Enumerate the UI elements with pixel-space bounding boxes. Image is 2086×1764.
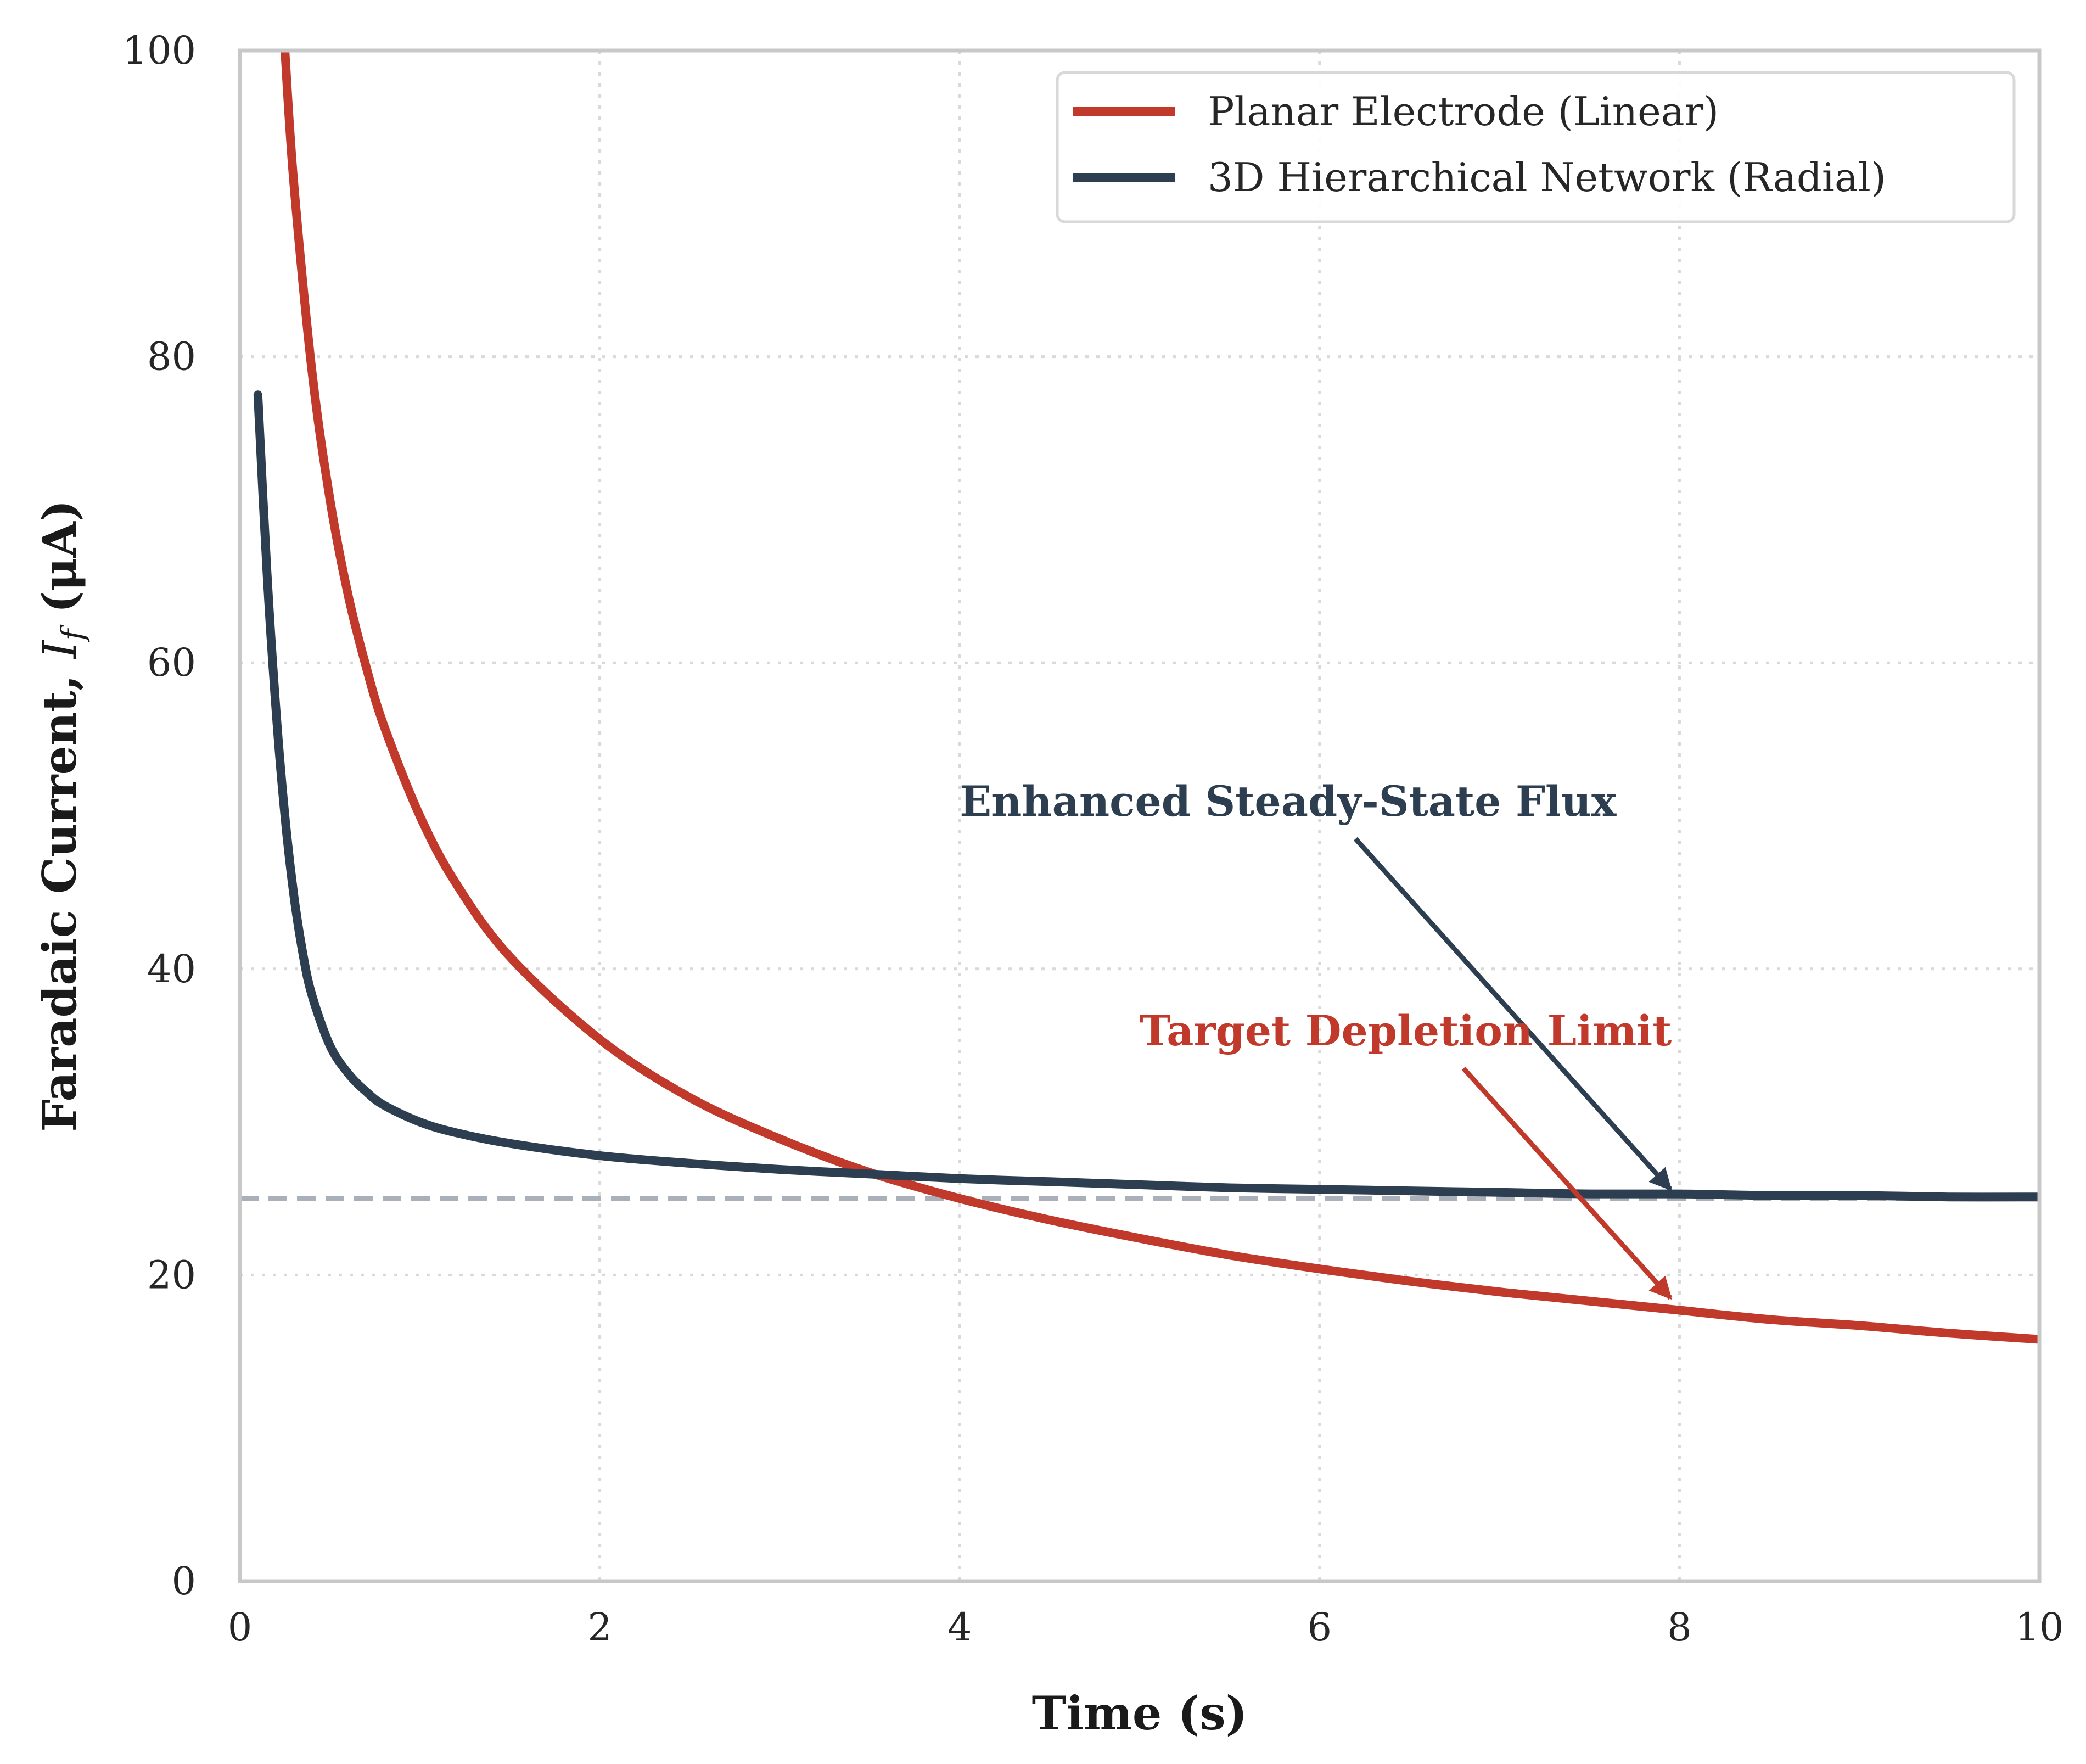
legend: Planar Electrode (Linear) 3D Hierarchica… — [1056, 71, 2016, 223]
series-line-planar-electrode — [281, 51, 2039, 1344]
x-tick-labels: 0 2 4 6 8 10 — [228, 1605, 2064, 1650]
x-tick-label-2: 4 — [947, 1605, 972, 1650]
annotation-steady-state-flux: Enhanced Steady-State Flux — [960, 777, 1617, 826]
legend-box — [1056, 71, 2016, 223]
x-tick-label-4: 8 — [1667, 1605, 1692, 1650]
x-tick-label-0: 0 — [228, 1605, 253, 1650]
y-tick-label-4: 80 — [147, 334, 196, 379]
y-tick-label-0: 0 — [171, 1559, 196, 1604]
y-tick-label-1: 20 — [147, 1252, 196, 1297]
annotation-arrow-depletion — [1461, 1067, 1673, 1300]
y-tick-label-3: 60 — [147, 640, 196, 685]
annotation-arrow-steady-state — [1354, 837, 1673, 1191]
x-tick-label-1: 2 — [587, 1605, 612, 1650]
x-tick-label-5: 10 — [2015, 1605, 2063, 1650]
y-tick-label-5: 100 — [122, 28, 196, 73]
legend-label-planar-electrode: Planar Electrode (Linear) — [1208, 88, 1719, 135]
annotations: Enhanced Steady-State Flux Target Deplet… — [960, 777, 1673, 1300]
series-line-3d-hierarchical-network — [253, 390, 2039, 1202]
plot-frame — [238, 48, 2042, 1583]
annotation-target-depletion-limit: Target Depletion Limit — [1140, 1006, 1672, 1055]
y-tick-labels: 0 20 40 60 80 100 — [122, 28, 196, 1604]
x-tick-label-3: 6 — [1308, 1605, 1332, 1650]
legend-label-3d-hierarchical-network: 3D Hierarchical Network (Radial) — [1208, 154, 1886, 200]
y-axis-title: Faradaic Current, If (μA) — [32, 500, 91, 1132]
y-tick-label-2: 40 — [147, 947, 196, 992]
x-axis-title: Time (s) — [1032, 1686, 1248, 1740]
